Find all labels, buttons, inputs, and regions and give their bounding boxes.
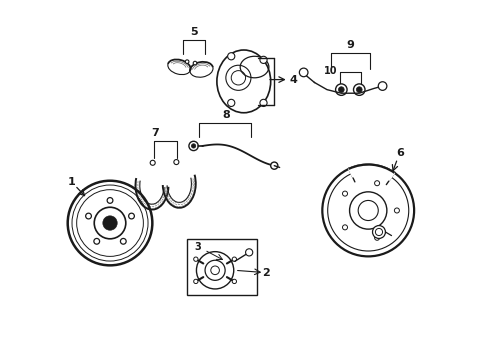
Text: 5: 5 <box>190 27 197 37</box>
Circle shape <box>342 225 347 230</box>
Circle shape <box>193 279 198 284</box>
Circle shape <box>191 144 195 148</box>
Circle shape <box>356 87 362 93</box>
Circle shape <box>270 162 277 169</box>
Circle shape <box>394 208 399 213</box>
Circle shape <box>232 279 236 284</box>
Wedge shape <box>348 165 394 180</box>
Circle shape <box>375 228 382 235</box>
Text: 4: 4 <box>289 75 297 85</box>
Circle shape <box>120 238 126 244</box>
Circle shape <box>245 249 252 256</box>
Circle shape <box>374 235 379 240</box>
Circle shape <box>193 61 196 65</box>
Text: 7: 7 <box>151 129 159 138</box>
Circle shape <box>342 191 347 196</box>
Circle shape <box>107 198 113 203</box>
Circle shape <box>188 141 198 150</box>
Circle shape <box>372 226 385 238</box>
Text: 6: 6 <box>396 148 404 158</box>
Circle shape <box>299 68 307 77</box>
Circle shape <box>94 238 100 244</box>
Circle shape <box>260 56 266 63</box>
Bar <box>187 239 257 295</box>
Circle shape <box>102 216 117 230</box>
Circle shape <box>227 53 234 60</box>
Circle shape <box>353 84 364 95</box>
Text: 9: 9 <box>346 40 353 50</box>
Text: 8: 8 <box>222 110 229 120</box>
Text: 1: 1 <box>67 177 75 187</box>
Circle shape <box>260 99 266 107</box>
Text: 2: 2 <box>262 267 269 278</box>
Circle shape <box>85 213 91 219</box>
Circle shape <box>338 87 344 93</box>
Circle shape <box>128 213 134 219</box>
Circle shape <box>193 257 198 261</box>
Text: 3: 3 <box>194 242 201 252</box>
Circle shape <box>374 181 379 186</box>
Circle shape <box>335 84 346 95</box>
Circle shape <box>185 60 188 63</box>
Circle shape <box>378 82 386 90</box>
Circle shape <box>232 257 236 261</box>
Circle shape <box>174 159 179 165</box>
Circle shape <box>150 160 155 165</box>
Circle shape <box>227 99 234 107</box>
Circle shape <box>210 266 219 275</box>
Text: 10: 10 <box>323 66 337 76</box>
